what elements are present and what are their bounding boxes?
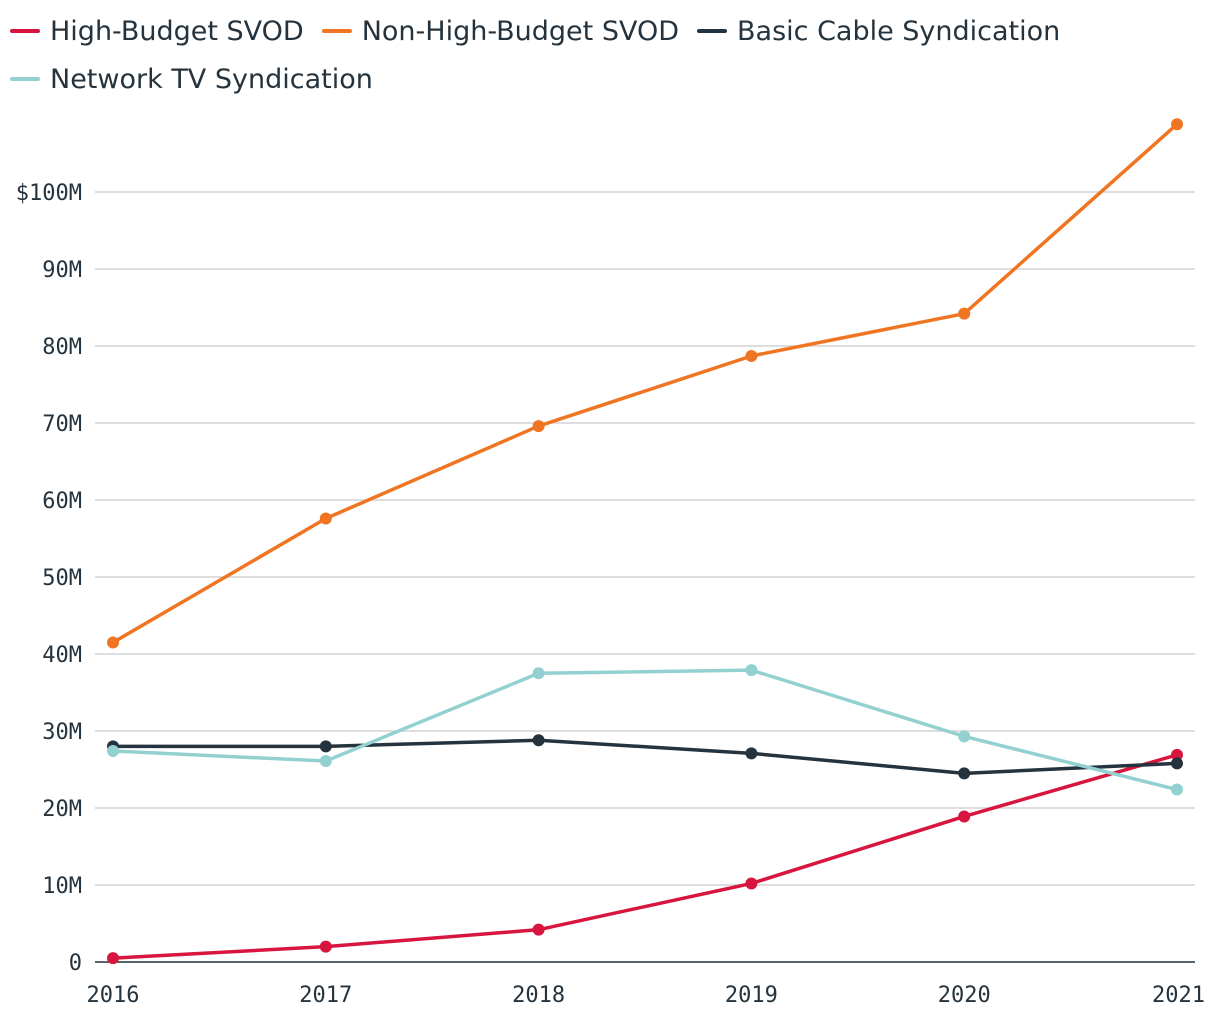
data-point	[319, 755, 332, 768]
data-point	[107, 636, 119, 649]
data-point	[319, 940, 332, 953]
data-point	[745, 350, 758, 363]
y-tick-label: 30M	[42, 720, 82, 745]
x-axis: 2016 2017 2018 2019 2020 2021	[87, 983, 1205, 1008]
data-point	[1171, 783, 1183, 796]
legend-swatch	[10, 77, 40, 81]
series-line	[111, 738, 1179, 776]
y-tick-label: 40M	[42, 643, 82, 668]
series-line	[111, 753, 1179, 960]
series-basic-cable-syndication	[107, 734, 1183, 780]
x-tick-label: 2016	[87, 983, 140, 1008]
legend-label: Non-High-Budget SVOD	[361, 15, 679, 47]
y-axis: 0 10M 20M 30M 40M 50M 60M 70M 80M 90M $100M	[16, 181, 82, 976]
x-tick-label: 2018	[512, 983, 565, 1008]
series-layer	[107, 118, 1183, 965]
data-point	[1171, 757, 1183, 770]
y-tick-label: 60M	[42, 489, 82, 514]
data-point	[532, 734, 545, 747]
series-network-tv-syndication	[107, 664, 1183, 796]
legend-swatch	[697, 29, 727, 33]
series-high-budget-svod	[107, 748, 1183, 965]
y-tick-label: 20M	[42, 797, 82, 822]
x-tick-label: 2017	[299, 983, 352, 1008]
x-tick-label: 2021	[1152, 983, 1205, 1008]
series-line	[111, 668, 1179, 792]
series-line	[111, 122, 1179, 645]
y-tick-label: 90M	[42, 258, 82, 283]
legend-item-basic-cable-syndication[interactable]: Basic Cable Syndication	[697, 12, 1060, 50]
y-tick-label: 70M	[42, 412, 82, 437]
legend-label: High-Budget SVOD	[50, 15, 304, 47]
y-tick-label: 50M	[42, 566, 82, 591]
y-tick-label: $100M	[16, 181, 82, 206]
chart-legend: High-Budget SVOD Non-High-Budget SVOD Ba…	[10, 12, 1200, 98]
legend-swatch	[321, 29, 352, 33]
data-point	[319, 740, 332, 753]
data-point	[532, 923, 545, 936]
data-point	[745, 747, 758, 760]
data-point	[958, 767, 971, 780]
data-point	[958, 307, 971, 320]
legend-item-non-high-budget-svod[interactable]: Non-High-Budget SVOD	[321, 12, 679, 50]
data-point	[1171, 748, 1183, 761]
data-point	[532, 420, 545, 433]
data-point	[958, 730, 971, 743]
y-tick-label: 0	[69, 951, 82, 976]
x-tick-label: 2020	[938, 983, 991, 1008]
grid-layer	[95, 191, 1195, 963]
legend-item-network-tv-syndication[interactable]: Network TV Syndication	[10, 60, 373, 98]
data-point	[319, 512, 332, 525]
data-point	[745, 877, 758, 890]
x-tick-label: 2019	[725, 983, 778, 1008]
series-non-high-budget-svod	[107, 118, 1183, 649]
legend-label: Network TV Syndication	[50, 63, 373, 95]
data-point	[107, 745, 119, 758]
legend-item-high-budget-svod[interactable]: High-Budget SVOD	[10, 12, 304, 50]
legend-label: Basic Cable Syndication	[737, 15, 1061, 47]
data-point	[107, 952, 119, 965]
data-point	[745, 664, 758, 677]
data-point	[1171, 118, 1183, 131]
y-tick-label: 80M	[42, 335, 82, 360]
legend-swatch	[10, 29, 40, 33]
y-tick-label: 10M	[42, 874, 82, 899]
data-point	[958, 810, 971, 823]
data-point	[532, 667, 545, 680]
